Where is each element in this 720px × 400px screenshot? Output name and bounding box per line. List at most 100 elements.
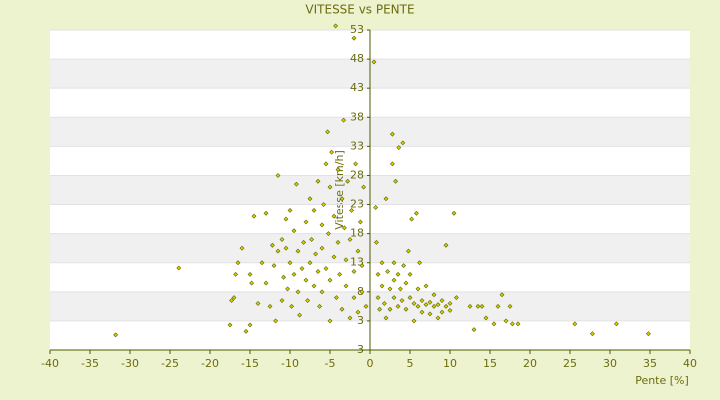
point (439, 309, 445, 315)
y-tick-label: 38 (350, 110, 364, 123)
x-tick-label: 35 (643, 357, 657, 370)
point (309, 237, 315, 242)
point (400, 140, 406, 146)
point (427, 311, 433, 317)
x-tick-label: 5 (407, 357, 414, 370)
point (355, 248, 361, 254)
point (317, 303, 323, 309)
point (391, 295, 397, 301)
point (435, 315, 441, 321)
point (645, 331, 651, 337)
point (325, 231, 331, 237)
x-tick-label: 10 (443, 357, 457, 370)
point (401, 263, 407, 269)
point (351, 35, 357, 41)
point (281, 274, 287, 280)
point (415, 303, 421, 309)
point (243, 328, 249, 334)
point (471, 327, 477, 333)
x-tick-label: -20 (201, 357, 219, 370)
point (227, 322, 233, 328)
point (393, 178, 399, 184)
point (351, 295, 357, 301)
point (303, 219, 309, 225)
y-tick-label: 48 (350, 52, 364, 65)
point (275, 173, 281, 178)
point (423, 283, 429, 289)
point (289, 303, 295, 309)
point (341, 117, 347, 123)
point (335, 239, 341, 245)
x-axis-label: Pente [%] (635, 374, 689, 387)
point (373, 205, 379, 210)
point (271, 263, 277, 269)
point (613, 321, 619, 327)
point (359, 289, 365, 295)
point (347, 237, 353, 242)
point (439, 298, 445, 303)
point (347, 315, 353, 321)
point (387, 306, 393, 312)
point (327, 184, 333, 190)
point (475, 303, 481, 309)
point (321, 202, 327, 207)
point (389, 161, 395, 167)
point (285, 286, 291, 292)
point (399, 298, 405, 303)
point (499, 292, 505, 298)
point (431, 292, 437, 298)
point (247, 271, 253, 277)
point (263, 210, 269, 216)
point (331, 254, 337, 260)
point (349, 207, 355, 213)
chart-title: VITESSE vs PENTE (305, 3, 414, 17)
x-tick-label: 0 (367, 357, 374, 370)
point (419, 298, 425, 303)
point (323, 161, 329, 167)
point (239, 245, 245, 251)
point (379, 283, 385, 289)
point (361, 184, 367, 190)
point (279, 298, 285, 303)
point (327, 318, 333, 324)
point (337, 271, 343, 277)
x-tick-label: 20 (523, 357, 537, 370)
y-tick-label: 18 (350, 227, 364, 240)
point (391, 260, 397, 266)
point (479, 303, 485, 309)
point (363, 303, 369, 309)
point (353, 161, 359, 167)
point (503, 318, 509, 324)
x-tick-label: -30 (121, 357, 139, 370)
point (329, 149, 335, 155)
point (287, 260, 293, 266)
point (295, 289, 301, 295)
point (355, 309, 361, 315)
point (307, 196, 313, 202)
point (467, 303, 473, 309)
point (249, 280, 255, 286)
point (391, 277, 397, 283)
point (293, 181, 299, 187)
point (435, 302, 441, 308)
x-tick-label: -25 (161, 357, 179, 370)
point (387, 286, 393, 292)
point (315, 178, 321, 184)
point (305, 298, 311, 303)
point (395, 271, 401, 277)
point (345, 178, 351, 184)
point (267, 303, 273, 309)
point (311, 283, 317, 289)
point (431, 303, 437, 309)
point (287, 207, 293, 213)
x-tick-label: -35 (81, 357, 99, 370)
y-tick-label: 33 (350, 139, 364, 152)
point (351, 269, 357, 274)
point (447, 308, 453, 313)
point (319, 245, 325, 251)
point (443, 242, 449, 248)
point (373, 239, 379, 245)
point (407, 271, 413, 277)
point (403, 280, 409, 286)
point (453, 295, 459, 301)
